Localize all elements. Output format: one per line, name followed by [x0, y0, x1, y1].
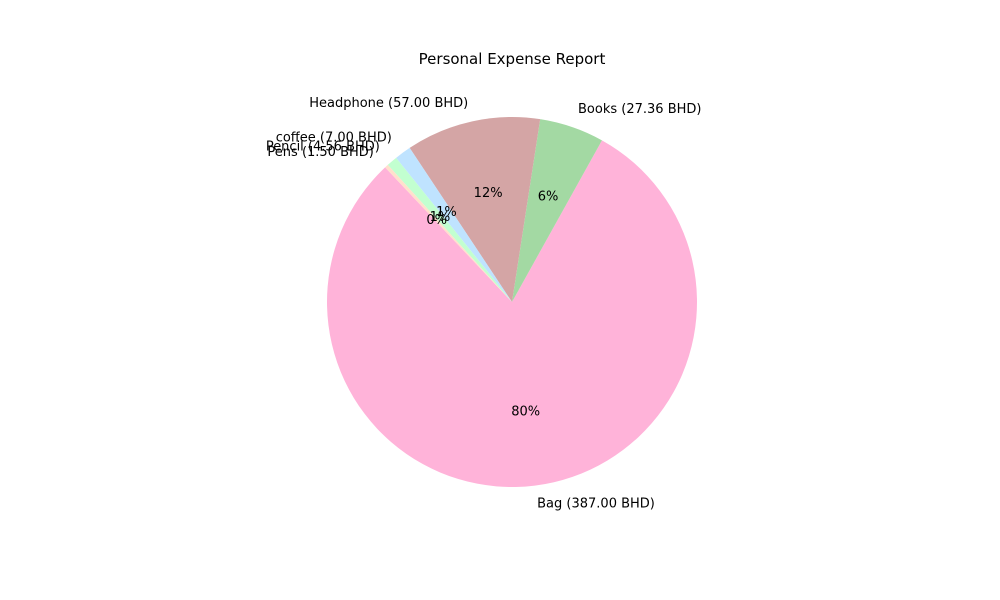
- pie-slices: [327, 117, 697, 487]
- slice-percent-headphone: 12%: [474, 186, 503, 201]
- pie-labels: Bag (387.00 BHD) 80% Books (27.36 BHD) 6% He…: [266, 96, 702, 512]
- slice-label-books: Books (27.36 BHD): [578, 102, 701, 117]
- slice-label-pens: Pens (1.50 BHD): [267, 145, 373, 160]
- pie-slice-pens: [385, 164, 512, 302]
- slice-percent-coffee: 1%: [436, 205, 457, 220]
- slice-percent-bag: 80%: [511, 405, 540, 420]
- slice-label-bag: Bag (387.00 BHD): [537, 496, 655, 511]
- slice-label-headphone: Headphone (57.00 BHD): [309, 96, 468, 111]
- pie-slice-coffee: [396, 147, 512, 302]
- slice-label-pencil: Pencil (4.56 BHD): [266, 140, 380, 155]
- pie-slice-pencil: [387, 157, 512, 302]
- pie-slice-bag: [327, 140, 697, 487]
- slice-percent-pens: 0%: [426, 213, 447, 228]
- pie-slice-books: [512, 119, 602, 303]
- chart-title: Personal Expense Report: [419, 50, 606, 68]
- slice-percent-pencil: 1%: [430, 210, 451, 225]
- slice-percent-books: 6%: [538, 190, 559, 205]
- pie-slice-headphone: [409, 117, 541, 303]
- slice-label-coffee: coffee (7.00 BHD): [276, 130, 392, 145]
